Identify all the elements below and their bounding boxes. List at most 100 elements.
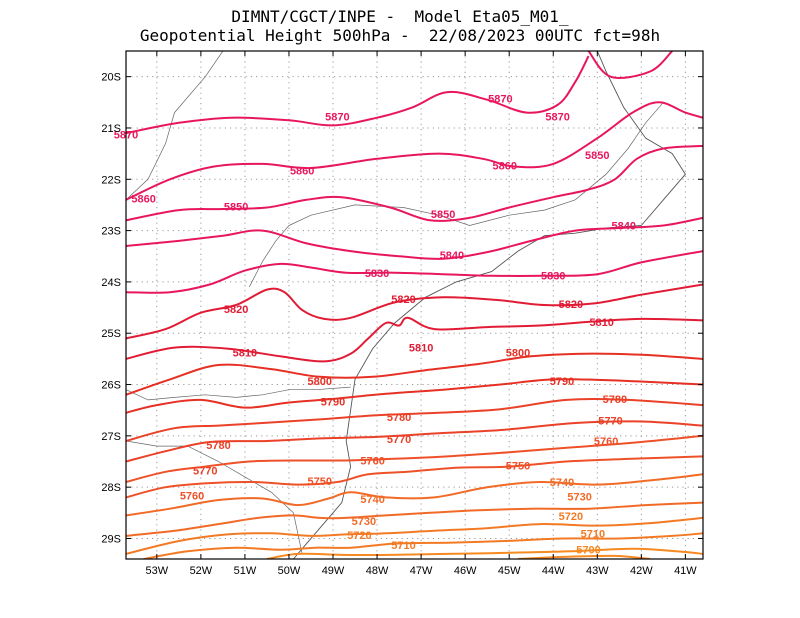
contour-label: 5810 [233, 348, 257, 360]
contour-5710 [143, 532, 703, 559]
y-tick-label: 29S [101, 533, 121, 545]
x-tick-label: 51W [234, 565, 257, 577]
contour-label: 5840 [440, 250, 464, 262]
contour-label: 5750 [506, 461, 530, 473]
state-border [248, 225, 290, 288]
chart-title-line1: DIMNT/CGCT/INPE - Model Eta05_M01_ [231, 7, 569, 26]
contour-5720 [126, 516, 703, 555]
contour-label: 5870 [325, 112, 349, 124]
state-border [126, 51, 224, 201]
x-tick-label: 42W [630, 565, 653, 577]
x-tick-label: 52W [190, 565, 213, 577]
contour-label: 5840 [611, 220, 635, 232]
contour-label: 5720 [559, 511, 583, 523]
contour-label: 5860 [131, 194, 155, 206]
contour-5750 [126, 455, 703, 499]
contour-5840 [126, 216, 703, 260]
contour-label: 5780 [387, 412, 411, 424]
contour-label: 5730 [352, 516, 376, 528]
contour-label: 5810 [589, 317, 613, 329]
contour-label: 5780 [206, 440, 230, 452]
state-border [288, 102, 664, 226]
y-tick-label: 22S [101, 174, 121, 186]
contour-5810 [126, 316, 703, 363]
contour-label: 5860 [493, 160, 517, 172]
x-tick-label: 45W [498, 565, 521, 577]
contour-label: 5740 [360, 494, 384, 506]
coastline [293, 51, 686, 559]
contour-label: 5850 [431, 209, 455, 221]
x-tick-label: 47W [410, 565, 433, 577]
contour-label: 5720 [347, 530, 371, 542]
contour-5870 [126, 55, 590, 135]
contour-5760 [126, 434, 703, 483]
contour-label: 5820 [559, 299, 583, 311]
contour-label: 5760 [180, 490, 204, 502]
contour-label: 5860 [290, 165, 314, 177]
contour-label: 5820 [224, 304, 248, 316]
contour-label: 5800 [506, 348, 530, 360]
contour-label: 5760 [360, 455, 384, 467]
y-axis-ticks: 20S 21S 22S 23S 24S 25S 26S 27S 28S 29S [101, 72, 703, 545]
contour-label: 5800 [308, 376, 332, 388]
y-tick-label: 25S [101, 328, 121, 340]
contour-label: 5710 [391, 540, 415, 552]
contour-5700 [266, 547, 703, 559]
contour-label: 5810 [409, 343, 433, 355]
x-tick-label: 44W [542, 565, 565, 577]
x-tick-label: 53W [146, 565, 169, 577]
contour-label: 5780 [603, 394, 627, 406]
x-tick-label: 46W [454, 565, 477, 577]
contour-5730 [126, 501, 703, 537]
contour-5850 [126, 144, 703, 222]
contour-5770 [126, 420, 703, 463]
y-tick-label: 24S [101, 277, 121, 289]
contour-5790 [126, 378, 703, 414]
y-tick-label: 26S [101, 380, 121, 392]
x-axis-ticks: 53W 52W 51W 50W 49W 48W 47W 46W 45W 44W 43W 42W 41W [146, 51, 697, 577]
contour-label: 5850 [224, 201, 248, 213]
contour-label: 5770 [193, 466, 217, 478]
x-tick-label: 48W [366, 565, 389, 577]
contour-label: 5870 [488, 94, 512, 106]
contour-label: 5770 [598, 415, 622, 427]
contour-label: 5850 [585, 150, 609, 162]
contour-label: 5710 [581, 528, 605, 540]
x-tick-label: 43W [586, 565, 609, 577]
contour-label: 5760 [594, 436, 618, 448]
contour-5690 [517, 554, 651, 559]
y-tick-label: 20S [101, 72, 121, 84]
chart-title-line2: Geopotential Height 500hPa - 22/08/2023 … [139, 26, 661, 45]
contour-label: 5730 [567, 491, 591, 503]
contour-label: 5820 [391, 294, 415, 306]
contour-label: 5830 [541, 271, 565, 283]
y-tick-label: 23S [101, 226, 121, 238]
y-tick-label: 21S [101, 123, 121, 135]
x-tick-label: 50W [278, 565, 301, 577]
contour-label: 5740 [550, 477, 574, 489]
contour-5830 [126, 250, 703, 294]
contour-5800 [126, 352, 703, 396]
geography-layer [126, 51, 686, 559]
contour-5780 [126, 398, 703, 442]
state-border [126, 440, 303, 554]
contour-label: 5870 [545, 112, 569, 124]
y-tick-label: 28S [101, 482, 121, 494]
contour-label: 5750 [308, 476, 332, 488]
contour-5820 [126, 283, 703, 340]
contour-5740 [126, 473, 703, 517]
contour-5860 [126, 101, 703, 201]
contour-label: 5830 [365, 268, 389, 280]
contour-label: 5790 [550, 376, 574, 388]
y-tick-label: 27S [101, 431, 121, 443]
contour-label: 5790 [321, 396, 345, 408]
contour-lines [126, 51, 703, 559]
contour-label: 5770 [387, 434, 411, 446]
contour-5870 [587, 51, 673, 79]
contour-label: 5700 [576, 545, 600, 557]
plot-frame [125, 50, 704, 560]
state-border [126, 386, 351, 401]
x-tick-label: 49W [322, 565, 345, 577]
